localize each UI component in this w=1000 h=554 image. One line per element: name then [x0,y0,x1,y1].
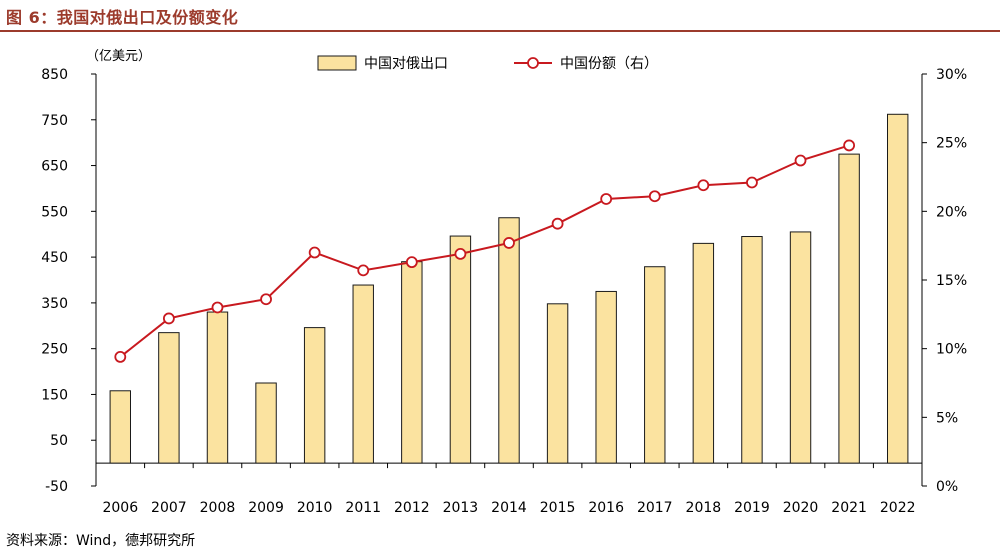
x-tick-label: 2019 [734,500,770,516]
share-point [648,190,661,203]
x-tick-label: 2010 [297,500,333,516]
title-rule [0,30,1000,32]
share-point [503,237,515,249]
y-left-tick-label: 750 [41,113,68,129]
bar [644,266,666,464]
bar [449,235,472,464]
y-left-tick-label: 550 [41,204,68,220]
figure-title: 图 6：我国对俄出口及份额变化 [6,8,239,27]
bar [789,231,812,464]
x-tick-label: 2007 [151,500,187,516]
y-left-tick-label: -50 [45,479,68,495]
legend-bar-swatch [317,55,357,71]
x-tick-label: 2017 [637,500,673,516]
x-tick-label: 2009 [248,500,284,516]
bar [401,261,423,464]
bar [741,236,763,464]
y-left-tick-label: 150 [41,387,68,403]
share-point [162,312,175,325]
share-point [551,217,564,230]
y-left-tick-label: 850 [41,67,68,83]
bar [498,217,520,464]
share-point [260,293,272,306]
bar [255,382,277,464]
bar [206,311,229,464]
source-note: 资料来源：Wind，德邦研究所 [6,533,196,549]
y-right-tick-label: 5% [936,410,958,426]
x-tick-label: 2012 [394,500,430,516]
y-left-tick-label: 350 [41,296,68,312]
bar [158,332,180,464]
share-line-path [119,144,850,358]
x-tick-label: 2013 [443,500,479,516]
legend-line-label: 中国份额（右） [560,56,658,72]
x-tick-label: 2006 [102,500,138,516]
legend-bar-label: 中国对俄出口 [364,56,448,72]
y-left-tick-label: 50 [50,433,68,449]
bar [887,113,909,464]
share-line [114,139,856,363]
x-tick-label: 2021 [831,500,867,516]
share-point [454,248,467,260]
x-tick-label: 2022 [880,500,916,516]
x-tick-label: 2020 [783,500,819,516]
share-point [114,351,127,363]
x-tick-label: 2016 [588,500,624,516]
share-point [308,246,321,259]
y-left-tick-label: 450 [41,250,68,266]
legend-line-marker [527,57,539,69]
y-left-unit-label: （亿美元） [86,49,151,64]
bar [109,390,131,464]
x-tick-label: 2015 [540,500,576,516]
x-tick-label: 2008 [200,500,236,516]
y-right-tick-label: 0% [936,479,958,495]
share-point [746,176,758,189]
bar [546,303,569,464]
bars [109,113,909,464]
y-right-tick-label: 10% [936,342,967,358]
y-right-tick-label: 30% [936,67,967,83]
bar [838,153,860,464]
x-tick-label: 2018 [686,500,722,516]
y-right-tick-label: 25% [936,136,967,152]
bar [692,242,715,464]
share-point [357,264,370,277]
y-left-tick-label: 250 [41,342,68,358]
axes: -50 50 150 250 350 450 550 650 750 850 （亿美元） 0% 5% 10… [41,49,967,516]
share-point [843,139,856,152]
share-point [211,301,224,314]
share-point [405,256,418,269]
y-right-tick-label: 15% [936,273,967,289]
bar [352,284,374,464]
share-point [697,179,710,192]
y-right-tick-label: 20% [936,204,967,220]
bar [303,327,326,464]
legend: 中国对俄出口 中国份额（右） [317,55,658,72]
y-left-tick-label: 650 [41,159,68,175]
share-point [600,193,613,205]
share-point [794,154,807,167]
x-tick-label: 2011 [345,500,381,516]
x-tick-label: 2014 [491,500,527,516]
bar [595,290,617,464]
